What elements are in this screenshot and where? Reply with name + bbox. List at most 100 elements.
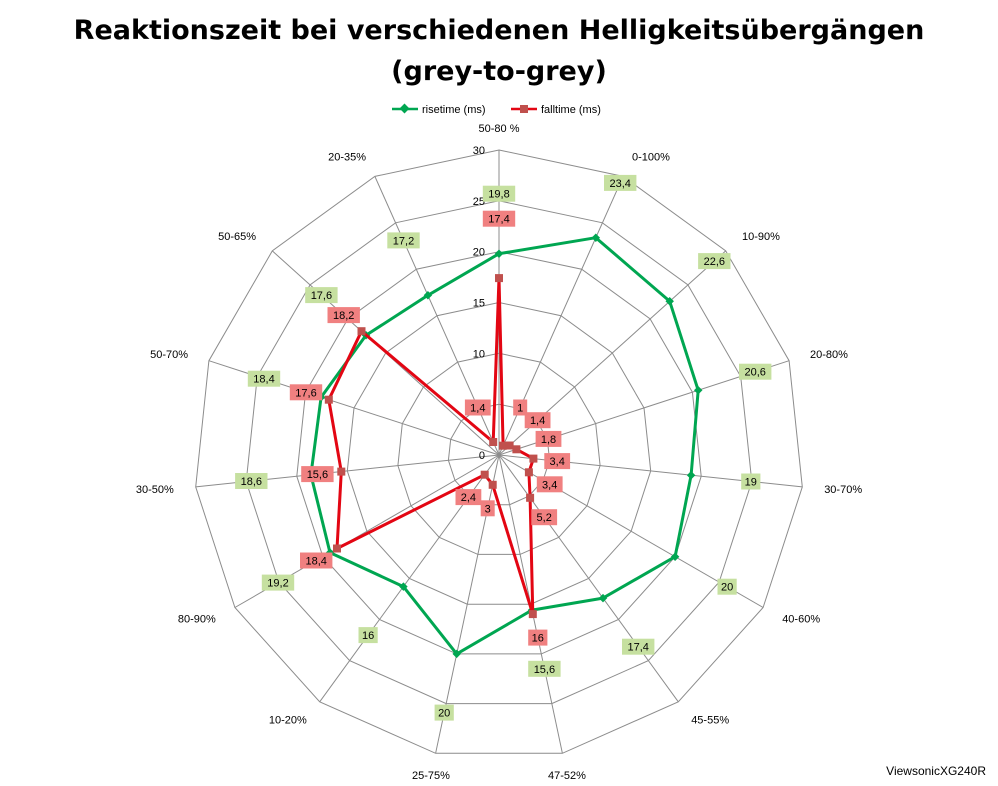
category-label-47-52: 47-52% xyxy=(548,770,586,782)
data-label-risetime-0-100: 23,4 xyxy=(604,174,637,191)
data-label-risetime-47-52-text: 15,6 xyxy=(534,664,555,676)
category-label-25-75: 25-75% xyxy=(412,770,450,782)
data-label-risetime-45-55-box xyxy=(622,638,655,655)
data-label-falltime-45-55: 5,2 xyxy=(531,509,558,526)
point-falltime-ms-80-90 xyxy=(333,544,341,553)
data-label-falltime-0-100: 1 xyxy=(513,399,528,416)
data-label-risetime-47-52-box xyxy=(528,660,561,677)
point-falltime-ms-20-35 xyxy=(489,438,498,446)
data-label-falltime-80-90: 18,4 xyxy=(300,552,333,569)
data-label-risetime-20-35: 17,2 xyxy=(387,232,420,249)
tick-label-10: 10 xyxy=(473,348,485,360)
category-label-10-20: 10-20% xyxy=(269,715,307,727)
legend-risetime-marker xyxy=(399,103,410,114)
data-label-falltime-10-90-text: 1,4 xyxy=(530,415,545,427)
category-label-80-90: 80-90% xyxy=(178,614,216,626)
data-label-falltime-10-20-text: 2,4 xyxy=(461,492,476,504)
point-risetime-ms-20-80 xyxy=(693,386,703,395)
data-label-risetime-50-65-box xyxy=(305,287,338,304)
data-label-falltime-20-35-text: 1,4 xyxy=(470,403,485,415)
data-label-falltime-50-70-text: 17,6 xyxy=(295,387,316,399)
grid-ring-20 xyxy=(296,251,702,655)
category-label-45-55: 45-55% xyxy=(691,715,729,727)
data-label-falltime-50-80-text: 17,4 xyxy=(488,214,509,226)
data-label-falltime-50-70-box xyxy=(289,384,323,401)
legend: risetime (ms) falltime (ms) xyxy=(392,103,601,116)
point-falltime-ms-50-70 xyxy=(324,395,333,404)
data-label-risetime-25-75-text: 20 xyxy=(438,708,450,720)
point-falltime-ms-25-75 xyxy=(488,480,497,489)
tick-label-20: 20 xyxy=(473,247,485,259)
point-risetime-ms-10-20 xyxy=(399,582,408,591)
data-label-falltime-25-75: 3 xyxy=(480,500,495,517)
data-label-falltime-80-90-box xyxy=(300,552,333,569)
data-label-falltime-30-50-box xyxy=(301,466,334,483)
data-label-falltime-30-50: 15,6 xyxy=(301,466,334,483)
point-falltime-ms-47-52 xyxy=(528,610,537,619)
data-label-falltime-25-75-text: 3 xyxy=(485,503,491,515)
data-label-risetime-50-70-box xyxy=(247,370,281,387)
data-label-risetime-50-70-text: 18,4 xyxy=(253,374,274,386)
grid-ring-15 xyxy=(346,301,652,605)
data-label-risetime-10-90: 22,6 xyxy=(698,253,731,270)
data-label-falltime-40-60-box xyxy=(536,476,563,493)
data-label-falltime-47-52-box xyxy=(528,629,548,646)
data-label-falltime-50-65: 18,2 xyxy=(327,307,360,324)
data-label-risetime-30-70: 19 xyxy=(741,473,761,490)
category-label-40-60: 40-60% xyxy=(782,614,820,626)
category-label-10-90: 10-90% xyxy=(742,231,780,243)
data-label-falltime-10-90-box xyxy=(524,412,551,429)
legend-falltime-label: falltime (ms) xyxy=(541,104,601,116)
point-risetime-ms-20-35 xyxy=(423,291,433,300)
legend-risetime-label: risetime (ms) xyxy=(422,104,486,116)
category-label-20-35: 20-35% xyxy=(328,151,366,163)
grid-ring-30 xyxy=(195,149,803,754)
data-label-falltime-30-50-text: 15,6 xyxy=(307,469,328,481)
data-label-falltime-50-65-box xyxy=(327,307,360,324)
tick-label-0: 0 xyxy=(479,450,485,462)
data-label-falltime-30-70: 3,4 xyxy=(544,453,571,470)
data-label-risetime-30-50-box xyxy=(235,473,268,489)
data-label-risetime-0-100-text: 23,4 xyxy=(609,178,630,190)
point-risetime-ms-10-90 xyxy=(665,297,674,306)
point-risetime-ms-50-80 xyxy=(494,249,504,258)
data-label-falltime-10-20-box xyxy=(455,489,482,506)
data-label-risetime-10-20-text: 16 xyxy=(362,630,374,642)
data-label-falltime-0-100-text: 1 xyxy=(517,403,523,415)
chart-title-line2: (grey-to-grey) xyxy=(391,56,607,87)
data-label-falltime-45-55-text: 5,2 xyxy=(537,512,552,524)
point-falltime-ms-20-80 xyxy=(512,445,521,454)
point-falltime-ms-45-55 xyxy=(526,493,535,502)
grid-ring-10 xyxy=(397,352,601,555)
point-falltime-ms-10-20 xyxy=(480,470,489,479)
data-label-risetime-30-70-box xyxy=(741,473,761,490)
legend-item-risetime: risetime (ms) xyxy=(392,103,486,116)
data-label-falltime-45-55-box xyxy=(531,509,558,526)
data-label-risetime-25-75-box xyxy=(434,704,454,721)
data-label-falltime-30-70-box xyxy=(544,453,571,470)
data-label-risetime-0-100-box xyxy=(604,174,637,191)
point-risetime-ms-40-60 xyxy=(670,552,680,561)
series-layer xyxy=(306,233,703,659)
data-label-risetime-45-55: 17,4 xyxy=(622,638,655,655)
data-label-falltime-20-35: 1,4 xyxy=(464,399,491,416)
spoke-45-55 xyxy=(498,454,679,703)
data-label-risetime-50-70: 18,4 xyxy=(247,370,281,387)
data-label-falltime-20-80: 1,8 xyxy=(535,430,562,447)
data-label-risetime-40-60-text: 20 xyxy=(721,582,733,594)
category-label-30-50: 30-50% xyxy=(136,484,174,496)
data-label-risetime-10-90-box xyxy=(698,253,731,270)
tick-label-15: 15 xyxy=(473,298,485,310)
category-label-0-100: 0-100% xyxy=(632,151,670,163)
data-label-falltime-50-70: 17,6 xyxy=(289,384,323,401)
point-falltime-ms-50-65 xyxy=(357,327,366,336)
data-label-risetime-10-90-text: 22,6 xyxy=(704,256,725,268)
data-label-risetime-50-65: 17,6 xyxy=(305,287,338,304)
point-risetime-ms-30-70 xyxy=(686,470,696,480)
category-label-20-80: 20-80% xyxy=(810,349,848,361)
category-labels: 50-80 % 0-100% 10-90% 20-80% 30-70% 40-60% 45-… xyxy=(136,123,862,782)
radar-grid xyxy=(195,149,803,754)
data-label-falltime-0-100-box xyxy=(513,399,528,416)
data-label-risetime-25-75: 20 xyxy=(434,704,454,721)
